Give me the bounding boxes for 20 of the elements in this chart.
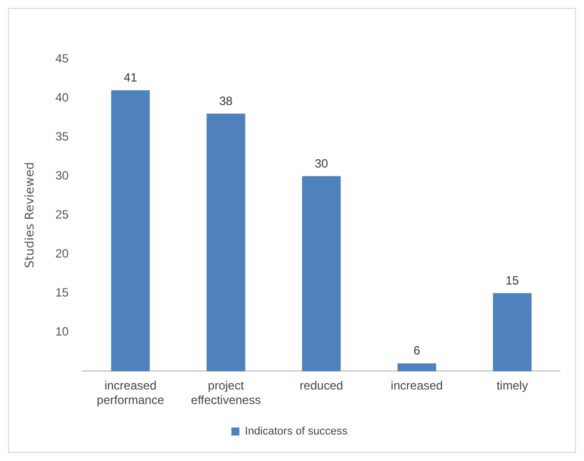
x-tick-label: increased bbox=[390, 378, 443, 393]
y-tick-label: 45 bbox=[55, 51, 70, 66]
y-tick-label: 40 bbox=[55, 90, 70, 104]
y-tick-label: 10 bbox=[55, 324, 70, 338]
y-axis-title: Studies Reviewed bbox=[22, 162, 36, 268]
y-tick-label: 25 bbox=[55, 207, 70, 222]
y-tick-label: 20 bbox=[55, 246, 70, 260]
data-label: 41 bbox=[124, 70, 138, 85]
x-tick-label: timely bbox=[496, 378, 528, 393]
y-tick-label: 30 bbox=[55, 168, 70, 182]
y-tick-label: 35 bbox=[55, 129, 70, 144]
legend-label: Indicators of success bbox=[244, 426, 348, 438]
data-label: 15 bbox=[506, 273, 520, 288]
data-label: 38 bbox=[219, 94, 233, 108]
x-tick-label: project effectiveness bbox=[191, 378, 261, 408]
x-tick-label: increased performance bbox=[96, 378, 164, 408]
x-tick-label: reduced bbox=[300, 378, 344, 393]
data-label: 30 bbox=[314, 156, 328, 170]
data-label: 6 bbox=[413, 344, 420, 358]
y-tick-label: 15 bbox=[55, 285, 70, 300]
